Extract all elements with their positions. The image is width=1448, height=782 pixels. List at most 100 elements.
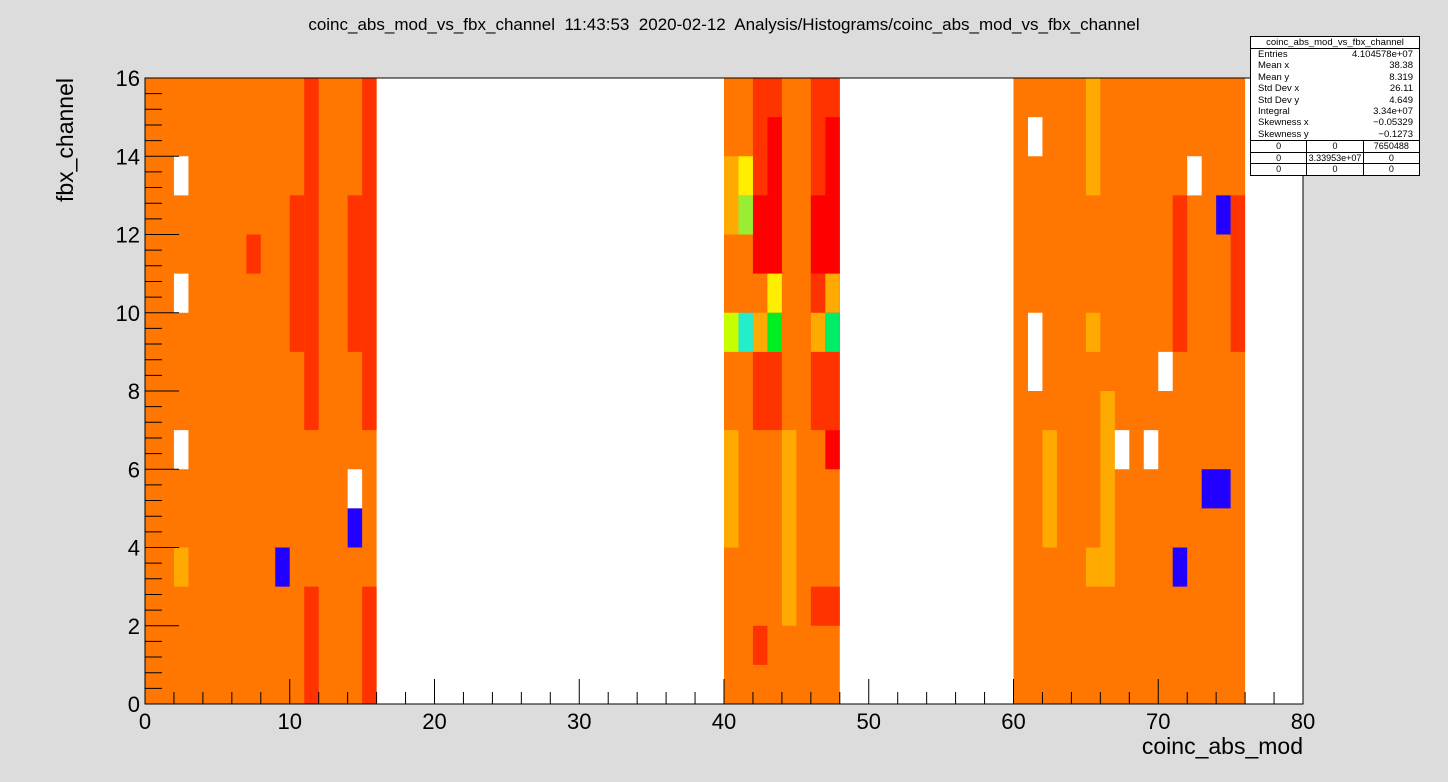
stats-grid-row: 0 0 7650488 <box>1251 141 1419 153</box>
stats-grid-cell: 0 <box>1251 164 1308 175</box>
heatmap-bin <box>767 273 782 313</box>
heatmap-bin <box>1172 195 1188 352</box>
heatmap-bin <box>1085 547 1101 587</box>
stats-grid-cell: 0 <box>1307 141 1364 152</box>
heatmap-bin <box>738 195 753 235</box>
stats-row: Integral 3.34e+07 <box>1251 106 1419 117</box>
heatmap-bin <box>825 273 840 313</box>
y-tick-label: 16 <box>116 66 140 91</box>
stats-grid-cell: 0 <box>1388 164 1394 175</box>
stats-box: coinc_abs_mod_vs_fbx_channel Entries 4.10… <box>1250 36 1420 176</box>
heatmap-bin <box>1143 430 1159 470</box>
heatmap-bin <box>1187 156 1202 196</box>
heatmap-bin <box>767 312 782 352</box>
stats-label: Skewness y <box>1258 128 1309 140</box>
stats-row: Entries 4.104578e+07 <box>1251 49 1419 60</box>
axis-ticks <box>144 77 1304 705</box>
heatmap-bin <box>825 117 840 196</box>
heatmap-bin <box>738 156 753 196</box>
heatmap-bin <box>781 430 797 626</box>
y-tick-labels: 0 2 4 6 8 10 12 14 16 <box>116 66 140 717</box>
heatmap-bin <box>1114 430 1130 470</box>
x-tick-label: 40 <box>712 709 736 734</box>
stats-grid-cell: 0 <box>1251 152 1308 164</box>
heatmap-bin <box>304 78 319 431</box>
stats-grid-cell: 0 <box>1251 141 1308 152</box>
heatmap-bin <box>173 273 189 313</box>
stats-row: Mean x 38.38 <box>1251 60 1419 71</box>
heatmap-bin <box>1085 78 1101 196</box>
heatmap-bin <box>1027 117 1043 157</box>
y-tick-label: 0 <box>128 692 140 717</box>
x-axis-title: coinc_abs_mod <box>1142 733 1303 759</box>
heatmap-bin <box>767 117 782 196</box>
stats-value: 8.319 <box>1389 71 1413 83</box>
heatmap-bin <box>810 312 826 352</box>
stats-value: 38.38 <box>1389 60 1413 72</box>
x-tick-label: 80 <box>1291 709 1315 734</box>
stats-label: Integral <box>1258 106 1290 118</box>
heatmap-bin <box>246 234 261 274</box>
heatmap-bin <box>1216 195 1231 235</box>
stats-row: Skewness x −0.05329 <box>1251 117 1419 128</box>
stats-row: Std Dev x 26.11 <box>1251 83 1419 94</box>
y-tick-label: 14 <box>116 144 140 169</box>
heatmap-bin <box>1100 391 1115 587</box>
heatmap-bin <box>362 586 377 704</box>
heatmap-bin <box>1201 469 1231 509</box>
stats-label: Mean x <box>1258 60 1290 72</box>
stats-grid-row: 0 3.33953e+07 0 <box>1251 152 1419 165</box>
stats-grid: 0 0 7650488 0 3.33953e+07 0 0 0 0 <box>1251 140 1419 175</box>
stats-label: Mean y <box>1258 71 1290 83</box>
heatmap-bin <box>173 547 189 587</box>
heatmap-bin <box>1172 547 1188 587</box>
heatmap-bin <box>275 547 290 587</box>
stats-label: Std Dev y <box>1258 94 1300 106</box>
heatmap-bin <box>1042 430 1057 548</box>
stats-row: Skewness y −0.1273 <box>1251 129 1419 140</box>
heatmap-bin <box>347 469 363 509</box>
stats-grid-cell: 3.33953e+07 <box>1307 152 1364 164</box>
x-tick-labels: 0 10 20 30 40 50 60 70 80 <box>139 709 1315 734</box>
heatmap-bin <box>752 625 768 665</box>
heatmap-bin <box>289 195 305 352</box>
heatmap-bin <box>752 312 768 352</box>
stats-label: Std Dev x <box>1258 83 1300 95</box>
stats-title: coinc_abs_mod_vs_fbx_channel <box>1251 37 1419 49</box>
heatmap-bin <box>810 586 840 626</box>
heatmap-bin <box>825 312 840 352</box>
stats-row: Std Dev y 4.649 <box>1251 95 1419 106</box>
y-tick-label: 2 <box>128 614 140 639</box>
stats-value: 3.34e+07 <box>1373 106 1413 118</box>
stats-label: Entries <box>1258 49 1288 60</box>
stats-grid-cell: 0 <box>1307 164 1364 175</box>
stats-grid-cell: 7650488 <box>1373 141 1409 152</box>
heatmap-bins <box>145 78 1246 704</box>
stats-label: Skewness x <box>1258 117 1309 129</box>
heatmap-bin <box>362 78 377 431</box>
heatmap-bin <box>724 430 739 548</box>
stats-row: Mean y 8.319 <box>1251 72 1419 83</box>
heatmap-bin <box>1158 351 1173 391</box>
heatmap-bin <box>1230 195 1246 352</box>
stats-grid-cell: 0 <box>1388 152 1394 163</box>
chart-title: coinc_abs_mod_vs_fbx_channel 11:43:53 20… <box>308 15 1140 34</box>
heatmap-bin <box>738 312 753 352</box>
x-tick-label: 30 <box>567 709 591 734</box>
heatmap-bin-block <box>1013 78 1246 704</box>
heatmap-bin <box>1027 312 1043 391</box>
plot-frame <box>144 77 1304 705</box>
y-tick-label: 6 <box>128 457 140 482</box>
stats-value: 26.11 <box>1389 83 1413 95</box>
heatmap-bin <box>810 273 826 313</box>
heatmap-bin <box>347 195 363 352</box>
heatmap-bin <box>304 586 319 704</box>
x-tick-label: 50 <box>857 709 881 734</box>
heatmap-bin <box>810 195 840 274</box>
x-tick-label: 70 <box>1146 709 1170 734</box>
x-tick-label: 60 <box>1001 709 1025 734</box>
heatmap-bin <box>1085 312 1101 352</box>
heatmap-bin <box>347 508 363 548</box>
